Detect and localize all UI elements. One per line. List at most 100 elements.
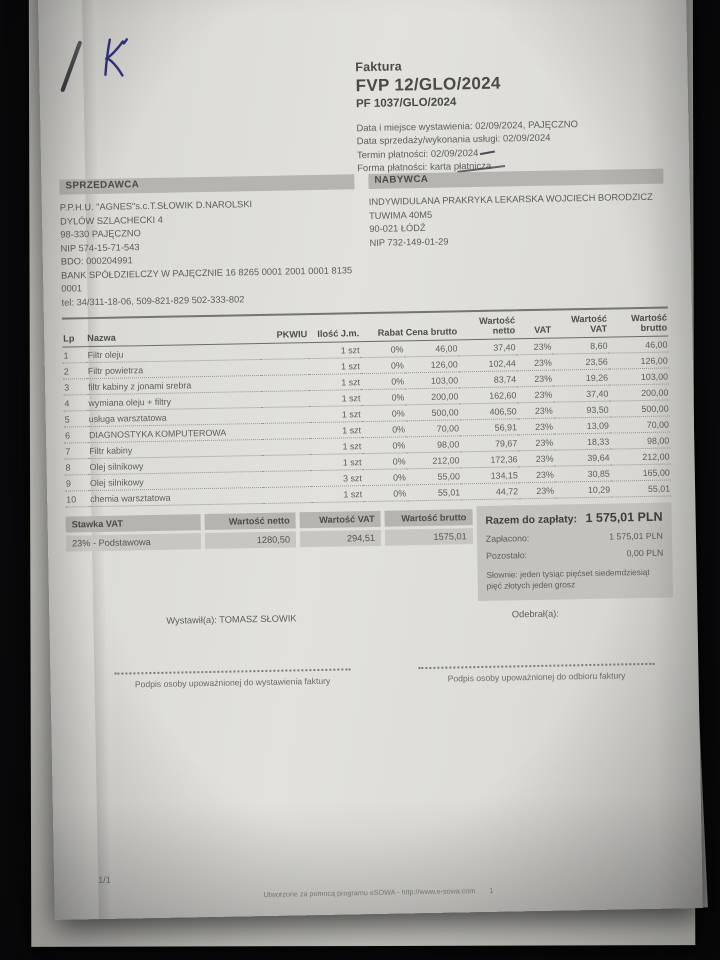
- vat-col-stawka: Stawka VAT: [65, 514, 201, 533]
- cell-wartosc-netto: 44,72: [460, 482, 520, 500]
- cell-qty: 1 szt: [308, 357, 361, 375]
- vat-col-brutto: Wartość brutto: [384, 509, 473, 527]
- cell-vat: 23%: [518, 434, 555, 451]
- cell-wartosc-vat: 19,26: [552, 369, 610, 387]
- cell-lp: 9: [64, 474, 90, 492]
- issuer-signature-line: [114, 668, 351, 675]
- vat-col-netto: Wartość netto: [204, 512, 296, 531]
- generator-line: Utworzone za pomocą programu eSOWA - htt…: [54, 882, 702, 903]
- cell-cena-brutto: 500,00: [405, 403, 460, 421]
- generator-text: Utworzone za pomocą programu eSOWA - htt…: [263, 886, 476, 900]
- cell-pkwiu: [260, 374, 310, 392]
- cell-wartosc-netto: 102,44: [458, 354, 517, 372]
- cell-wartosc-brutto: 103,00: [608, 368, 670, 386]
- invoice-meta: Data i miejsce wystawienia: 02/09/2024, …: [356, 116, 673, 175]
- cell-pkwiu: [262, 438, 311, 456]
- generator-footnote: 1: [489, 885, 494, 895]
- cell-rabat: 0%: [361, 420, 407, 438]
- cell-pkwiu: [260, 342, 309, 360]
- summary-section: Stawka VAT Wartość netto Wartość VAT War…: [65, 502, 674, 608]
- cell-rabat: 0%: [361, 404, 406, 422]
- seller-details: P.P.H.U. "AGNES"s.c.T.SŁOWIK D.NAROLSKI …: [60, 196, 357, 309]
- cell-wartosc-netto: 162,60: [459, 386, 518, 404]
- cell-wartosc-vat: 37,40: [553, 385, 610, 403]
- receiver-signature-caption: Podpis osoby upoważnionej do odbioru fak…: [447, 670, 626, 684]
- cell-vat: 23%: [517, 386, 554, 403]
- cell-qty: 1 szt: [308, 341, 361, 359]
- cell-cena-brutto: 55,00: [406, 467, 461, 485]
- cell-vat: 23%: [518, 466, 555, 483]
- totals-box: Razem do zapłaty: 1 575,01 PLN Zapłacono…: [476, 502, 674, 602]
- col-wartosc-netto: Wartość netto: [457, 310, 517, 340]
- cell-qty: 3 szt: [310, 469, 364, 487]
- cell-vat: 23%: [516, 338, 553, 355]
- cell-vat: 23%: [517, 402, 554, 419]
- cell-rabat: 0%: [362, 452, 407, 470]
- col-name: Nazwa: [85, 314, 261, 347]
- cell-qty: 1 szt: [311, 485, 364, 503]
- paid-label: Zapłacono:: [485, 533, 530, 544]
- cell-rabat: 0%: [361, 388, 406, 406]
- cell-rabat: 0%: [360, 356, 405, 374]
- cell-wartosc-brutto: 200,00: [609, 384, 670, 402]
- seller-section: SPRZEDAWCA P.P.H.U. "AGNES"s.c.T.SŁOWIK …: [59, 174, 356, 309]
- cell-wartosc-brutto: 70,00: [609, 416, 671, 434]
- items-table-section: Lp Nazwa PKWIU Ilość J.m. Rabat Cena bru…: [61, 307, 672, 508]
- cell-name: chemia warsztatowa: [89, 487, 264, 507]
- col-qty: Ilość J.m.: [307, 313, 361, 343]
- cell-vat: 23%: [516, 370, 554, 387]
- receiver-signature-line: [418, 662, 655, 670]
- cell-wartosc-vat: 10,29: [554, 481, 612, 499]
- cell-cena-brutto: 46,00: [404, 339, 459, 357]
- items-table: Lp Nazwa PKWIU Ilość J.m. Rabat Cena bru…: [61, 307, 672, 508]
- cell-pkwiu: [261, 422, 311, 440]
- signatures-section: Wystawił(a): TOMASZ SŁOWIK Podpis osoby …: [67, 606, 675, 717]
- cell-rabat: 0%: [363, 484, 408, 502]
- cell-wartosc-brutto: 165,00: [610, 463, 671, 482]
- amount-in-words: Słownie: jeden tysiąc pięćset siedemdzie…: [486, 566, 650, 591]
- remaining-amount: 0,00 PLN: [626, 547, 664, 559]
- cell-qty: 1 szt: [309, 389, 362, 407]
- cell-lp: 8: [64, 458, 89, 476]
- cell-qty: 1 szt: [308, 373, 362, 391]
- total-due-row: Razem do zapłaty: 1 575,01 PLN: [485, 510, 662, 527]
- cell-pkwiu: [261, 406, 310, 424]
- cell-wartosc-brutto: 126,00: [608, 352, 669, 370]
- vat-col-vat: Wartość VAT: [299, 510, 381, 529]
- vat-netto-total: 1280,50: [204, 531, 297, 550]
- cell-wartosc-netto: 172,36: [460, 450, 519, 468]
- cell-qty: 1 szt: [310, 453, 363, 471]
- vat-summary-table: Stawka VAT Wartość netto Wartość VAT War…: [61, 506, 476, 555]
- pen-stroke-mark: [60, 40, 83, 93]
- cell-wartosc-vat: 8,60: [552, 337, 609, 355]
- col-wartosc-vat: Wartość VAT: [551, 308, 609, 339]
- cell-wartosc-netto: 83,74: [458, 370, 518, 388]
- cell-wartosc-brutto: 212,00: [610, 447, 671, 466]
- cell-wartosc-brutto: 500,00: [609, 400, 670, 418]
- cell-pkwiu: [261, 390, 310, 408]
- cell-lp: 4: [63, 394, 88, 412]
- handwritten-k-mark: [104, 38, 128, 77]
- cell-pkwiu: [262, 454, 311, 472]
- cell-rabat: 0%: [360, 340, 405, 358]
- receiver-signature-block: Odebrał(a): Podpis osoby upoważnionej do…: [399, 607, 672, 685]
- issued-by: Wystawił(a): TOMASZ SŁOWIK: [166, 613, 297, 626]
- cell-cena-brutto: 55,01: [406, 483, 462, 501]
- cell-lp: 10: [65, 490, 90, 508]
- col-pkwiu: PKWIU: [259, 314, 309, 344]
- cell-rabat: 0%: [362, 468, 407, 486]
- col-vat: VAT: [515, 309, 553, 339]
- remaining-row: Pozostało: 0,00 PLN: [486, 548, 663, 561]
- total-due-amount: 1 575,01 PLN: [585, 509, 663, 526]
- col-wartosc-brutto: Wartość brutto: [607, 307, 669, 338]
- cell-lp: 2: [62, 362, 87, 380]
- cell-wartosc-netto: 37,40: [458, 338, 517, 356]
- total-due-label: Razem do zapłaty:: [485, 513, 578, 527]
- cell-wartosc-netto: 134,15: [460, 466, 519, 484]
- cell-pkwiu: [260, 358, 309, 376]
- page-number: 1/1: [98, 874, 111, 886]
- cell-vat: 23%: [517, 418, 555, 435]
- paid-amount: 1 575,01 PLN: [609, 530, 664, 542]
- cell-qty: 1 szt: [309, 405, 362, 423]
- cell-cena-brutto: 70,00: [405, 419, 461, 437]
